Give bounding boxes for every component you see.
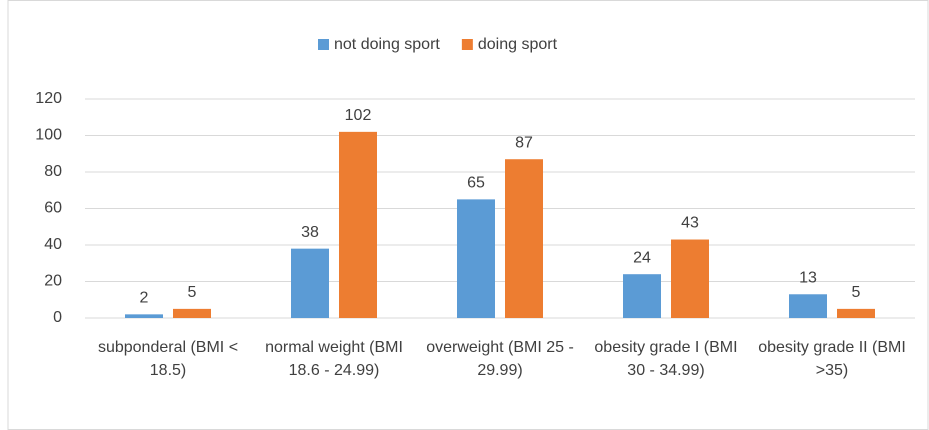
y-tick-label: 120	[35, 90, 62, 107]
legend-label: doing sport	[478, 36, 558, 53]
x-tick-label: normal weight (BMI 18.6 - 24.99)	[265, 339, 403, 379]
data-label: 5	[188, 284, 197, 301]
y-tick-label: 0	[53, 309, 62, 326]
bar	[173, 308, 211, 318]
y-tick-label: 40	[44, 236, 62, 253]
data-label: 43	[681, 215, 699, 232]
data-label: 13	[799, 269, 817, 286]
legend-label: not doing sport	[334, 36, 440, 53]
data-label: 2	[140, 290, 149, 307]
bar	[671, 239, 709, 318]
data-label: 38	[301, 224, 319, 241]
data-label: 102	[345, 107, 372, 124]
y-tick-label: 100	[35, 127, 62, 144]
bar	[505, 159, 543, 318]
legend-swatch	[461, 39, 473, 50]
y-tick-label: 20	[44, 273, 62, 290]
data-label: 87	[515, 134, 533, 151]
bar	[789, 294, 827, 318]
x-tick-label: overweight (BMI 25 - 29.99)	[426, 339, 574, 379]
data-label: 24	[633, 249, 651, 266]
x-tick-label: subponderal (BMI < 18.5)	[97, 339, 239, 379]
bar	[623, 274, 661, 318]
bar	[125, 314, 163, 318]
bar	[339, 131, 377, 318]
data-label: 5	[852, 284, 861, 301]
bar	[837, 308, 875, 318]
bar	[291, 248, 329, 318]
y-tick-label: 60	[44, 200, 62, 217]
x-tick-label: obesity grade II (BMI >35)	[758, 339, 906, 379]
x-tick-label: obesity grade I (BMI 30 - 34.99)	[594, 339, 738, 379]
bar	[457, 199, 495, 318]
data-label: 65	[467, 175, 485, 192]
y-tick-label: 80	[44, 163, 62, 180]
legend-swatch	[318, 39, 329, 50]
